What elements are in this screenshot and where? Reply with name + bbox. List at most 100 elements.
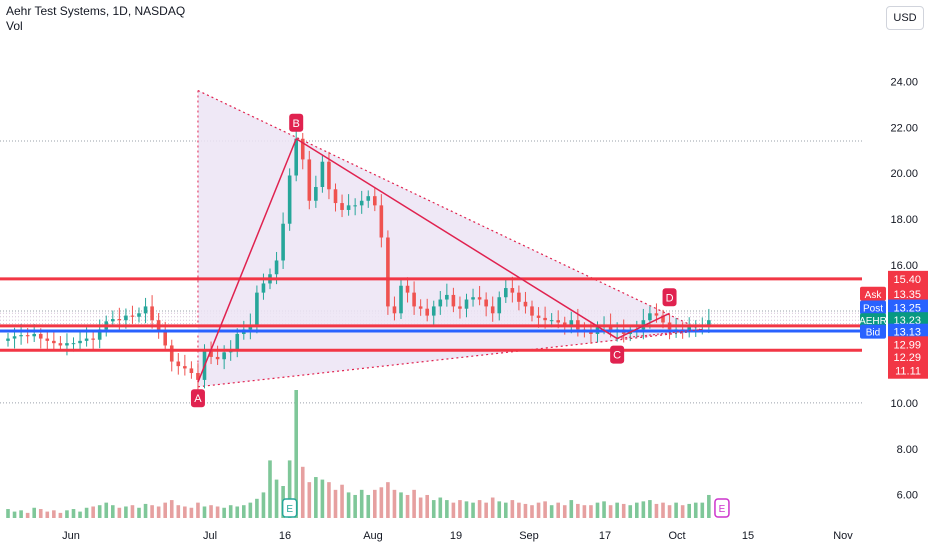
candle[interactable] [458,306,462,309]
candle[interactable] [58,343,63,346]
candle[interactable] [143,306,148,314]
candle[interactable] [654,313,659,316]
candle[interactable] [523,301,528,307]
earnings-event-icon[interactable] [281,498,298,518]
candle[interactable] [431,306,436,316]
candle[interactable] [497,297,502,314]
price-label-box[interactable] [888,285,928,302]
currency-button[interactable]: USD [886,6,924,30]
candle[interactable] [183,366,187,369]
candle[interactable] [12,336,17,339]
candle[interactable] [52,340,56,344]
candle[interactable] [687,327,691,332]
candle[interactable] [38,333,43,339]
triangle-upper-edge[interactable] [197,89,703,332]
candle[interactable] [117,319,122,321]
candle[interactable] [353,205,357,207]
candle[interactable] [307,159,312,201]
candle[interactable] [314,186,318,201]
candle[interactable] [517,292,521,302]
candle[interactable] [130,315,135,317]
candle[interactable] [399,285,403,314]
candle[interactable] [661,315,665,323]
candle[interactable] [91,338,95,340]
candle[interactable] [111,319,115,322]
candle[interactable] [163,331,167,346]
pattern-point-marker[interactable] [190,389,205,408]
candle[interactable] [71,343,76,345]
candle[interactable] [261,283,266,293]
candle[interactable] [530,306,534,316]
candle[interactable] [405,285,410,293]
candle[interactable] [425,308,429,316]
candle[interactable] [536,315,541,318]
candle[interactable] [176,361,181,367]
candle[interactable] [45,338,50,341]
candle[interactable] [366,196,371,201]
candle[interactable] [648,313,652,321]
candle[interactable] [209,350,213,357]
candle[interactable] [386,237,390,307]
candle[interactable] [97,329,102,340]
candle[interactable] [150,306,154,321]
candle[interactable] [490,306,495,314]
candle[interactable] [84,338,89,341]
candle[interactable] [556,320,560,323]
candle[interactable] [418,306,423,309]
candle[interactable] [477,297,482,300]
candle[interactable] [379,205,384,238]
abcd-pattern-leg[interactable] [295,138,618,340]
price-label-box[interactable] [888,299,928,316]
candle[interactable] [137,313,141,317]
candle[interactable] [484,299,488,307]
candle[interactable] [346,205,351,210]
candle[interactable] [25,335,30,337]
abcd-pattern-leg[interactable] [197,138,297,383]
candle[interactable] [562,322,567,325]
dividend-event-icon[interactable] [714,498,730,518]
candle[interactable] [359,200,364,206]
candle[interactable] [235,333,240,351]
candle[interactable] [327,161,331,190]
abcd-pattern-leg[interactable] [616,312,670,340]
pattern-point-marker[interactable] [662,288,677,307]
price-label-box[interactable] [888,348,928,365]
pattern-point-marker[interactable] [289,113,304,132]
candle[interactable] [445,294,449,300]
candle[interactable] [569,320,574,325]
candle[interactable] [255,292,259,325]
candle[interactable] [294,138,298,176]
candle[interactable] [320,161,325,187]
candle[interactable] [169,345,174,362]
candle[interactable] [6,338,10,341]
candle[interactable] [471,297,475,300]
candle[interactable] [215,356,220,360]
time-axis[interactable] [0,522,932,550]
candle[interactable] [222,352,226,360]
candle[interactable] [65,343,69,346]
volume-indicator-label[interactable]: Vol [6,19,23,33]
candle[interactable] [504,288,508,298]
candle[interactable] [196,373,200,380]
price-label-box[interactable] [888,362,928,379]
price-label-box[interactable] [888,336,928,353]
candle[interactable] [608,324,613,332]
candle[interactable] [19,335,23,337]
candle[interactable] [78,340,82,344]
candle[interactable] [274,260,279,275]
candle[interactable] [510,288,515,293]
pattern-point-marker[interactable] [610,345,625,364]
candle[interactable] [392,306,397,314]
candle[interactable] [589,331,593,334]
candle[interactable] [333,189,338,204]
candle[interactable] [287,175,292,224]
price-label-box[interactable] [888,323,928,340]
candle[interactable] [373,196,377,206]
candle[interactable] [32,333,36,337]
candle[interactable] [412,292,416,307]
candle[interactable] [438,299,443,307]
candle[interactable] [300,138,305,160]
candle[interactable] [707,320,711,326]
candle[interactable] [189,368,194,374]
